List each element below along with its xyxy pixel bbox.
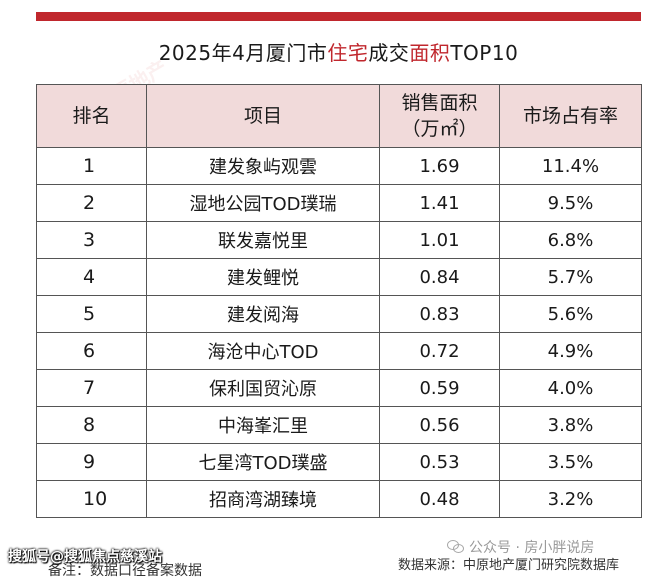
project-cell: 湿地公园TOD璞瑞 [146, 184, 380, 222]
header-market-share: 市场占有率 [499, 84, 642, 148]
share-cell: 3.5% [499, 443, 642, 481]
table-row: 3 联发嘉悦里 1.01 6.8% [36, 221, 642, 259]
area-cell: 1.01 [379, 221, 500, 259]
rank-cell: 2 [36, 184, 147, 222]
area-cell: 0.59 [379, 369, 500, 407]
page-title: 2025年4月厦门市住宅成交面积TOP10 [36, 38, 641, 68]
project-cell: 七星湾TOD璞盛 [146, 443, 380, 481]
rank-cell: 1 [36, 147, 147, 185]
project-cell: 建发象屿观雲 [146, 147, 380, 185]
rank-cell: 9 [36, 443, 147, 481]
title-suffix: TOP10 [450, 41, 519, 65]
rank-cell: 3 [36, 221, 147, 259]
rank-cell: 7 [36, 369, 147, 407]
wechat-account-label: 公众号 · 房小胖说房 [447, 537, 594, 557]
area-cell: 0.56 [379, 406, 500, 444]
title-highlight-residential: 住宅 [327, 41, 369, 65]
area-cell: 0.83 [379, 295, 500, 333]
project-cell: 招商湾湖臻境 [146, 480, 380, 518]
share-cell: 11.4% [499, 147, 642, 185]
share-cell: 5.7% [499, 258, 642, 296]
data-source-note: 数据来源：中原地产厦门研究院数据库 [398, 558, 620, 573]
table-row: 9 七星湾TOD璞盛 0.53 3.5% [36, 443, 642, 481]
project-cell: 海沧中心TOD [146, 332, 380, 370]
project-cell: 建发鲤悦 [146, 258, 380, 296]
table-row: 10 招商湾湖臻境 0.48 3.2% [36, 480, 642, 518]
rank-cell: 4 [36, 258, 147, 296]
rank-cell: 10 [36, 480, 147, 518]
area-cell: 0.84 [379, 258, 500, 296]
title-highlight-area: 面积 [409, 41, 451, 65]
share-cell: 9.5% [499, 184, 642, 222]
top-accent-bar [36, 12, 641, 21]
wechat-icon [447, 540, 465, 554]
header-sales-area: 销售面积 （万㎡） [379, 84, 500, 148]
table-row: 4 建发鲤悦 0.84 5.7% [36, 258, 642, 296]
header-project: 项目 [146, 84, 380, 148]
title-middle: 成交 [368, 41, 410, 65]
table-row: 7 保利国贸沁原 0.59 4.0% [36, 369, 642, 407]
project-cell: 保利国贸沁原 [146, 369, 380, 407]
share-cell: 3.8% [499, 406, 642, 444]
ranking-table: 排名 项目 销售面积 （万㎡） 市场占有率 1 建发象屿观雲 1.69 11.4% 2… [36, 84, 642, 518]
project-cell: 建发阅海 [146, 295, 380, 333]
project-cell: 联发嘉悦里 [146, 221, 380, 259]
share-cell: 5.6% [499, 295, 642, 333]
share-cell: 4.0% [499, 369, 642, 407]
share-cell: 3.2% [499, 480, 642, 518]
area-cell: 0.48 [379, 480, 500, 518]
share-cell: 6.8% [499, 221, 642, 259]
table-header-row: 排名 项目 销售面积 （万㎡） 市场占有率 [36, 84, 642, 148]
project-cell: 中海峯汇里 [146, 406, 380, 444]
rank-cell: 5 [36, 295, 147, 333]
table-row: 1 建发象屿观雲 1.69 11.4% [36, 147, 642, 185]
area-cell: 0.72 [379, 332, 500, 370]
table-row: 5 建发阅海 0.83 5.6% [36, 295, 642, 333]
header-rank: 排名 [36, 84, 147, 148]
rank-cell: 8 [36, 406, 147, 444]
share-cell: 4.9% [499, 332, 642, 370]
title-prefix: 2025年4月厦门市 [158, 41, 328, 65]
area-cell: 1.69 [379, 147, 500, 185]
table-row: 8 中海峯汇里 0.56 3.8% [36, 406, 642, 444]
table-row: 6 海沧中心TOD 0.72 4.9% [36, 332, 642, 370]
sohu-watermark: 搜狐号@搜狐焦点慈溪站 [8, 549, 162, 565]
area-cell: 0.53 [379, 443, 500, 481]
area-cell: 1.41 [379, 184, 500, 222]
wechat-account-text: 公众号 · 房小胖说房 [469, 540, 595, 556]
table-row: 2 湿地公园TOD璞瑞 1.41 9.5% [36, 184, 642, 222]
rank-cell: 6 [36, 332, 147, 370]
